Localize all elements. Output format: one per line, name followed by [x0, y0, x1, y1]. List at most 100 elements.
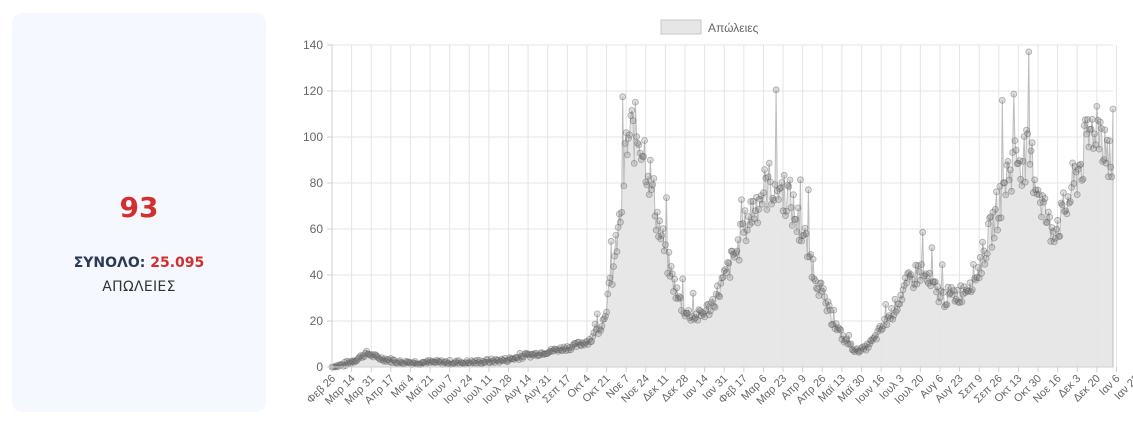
- data-point: [431, 358, 439, 366]
- data-point: [818, 287, 826, 295]
- data-point: [668, 270, 676, 278]
- data-point: [896, 300, 903, 308]
- data-point: [718, 274, 726, 282]
- data-point: [389, 356, 397, 364]
- data-point: [883, 321, 891, 329]
- data-point: [694, 316, 702, 324]
- data-point: [571, 339, 579, 347]
- data-point: [982, 254, 990, 262]
- data-point: [747, 198, 755, 206]
- data-point: [944, 283, 952, 291]
- data-point: [540, 350, 548, 358]
- data-point: [870, 334, 878, 342]
- data-point: [1075, 165, 1082, 173]
- data-point: [837, 326, 845, 334]
- data-point: [1063, 210, 1071, 218]
- data-point: [755, 205, 763, 213]
- data-point: [791, 215, 799, 223]
- data-point: [657, 235, 665, 243]
- data-point: [985, 220, 992, 228]
- data-point: [521, 350, 529, 358]
- data-point: [532, 349, 540, 357]
- data-point: [678, 307, 685, 314]
- data-point: [814, 285, 822, 293]
- data-point: [1034, 186, 1042, 194]
- data-point: [355, 354, 362, 362]
- data-point: [463, 357, 471, 365]
- data-point: [351, 357, 359, 365]
- data-point: [708, 299, 715, 306]
- data-point: [597, 326, 605, 334]
- data-point: [726, 274, 734, 281]
- data-point: [981, 260, 989, 268]
- data-point: [763, 206, 771, 213]
- data-point: [533, 352, 541, 360]
- data-point: [379, 356, 387, 364]
- data-point: [407, 359, 414, 366]
- data-point: [989, 208, 997, 216]
- data-point: [771, 181, 779, 189]
- data-point: [425, 359, 433, 367]
- data-point: [556, 344, 564, 352]
- data-point: [709, 295, 717, 303]
- chart-legend[interactable]: Απώλειες: [660, 19, 759, 35]
- data-point: [730, 250, 737, 258]
- data-point: [341, 358, 349, 366]
- data-point: [480, 359, 488, 366]
- data-point: [855, 348, 863, 356]
- data-point: [704, 300, 712, 308]
- data-point: [866, 340, 873, 348]
- data-point: [403, 358, 411, 366]
- data-point: [616, 218, 624, 226]
- data-point: [907, 271, 915, 279]
- data-point: [710, 302, 718, 310]
- data-point: [488, 358, 496, 366]
- data-point: [784, 181, 792, 189]
- data-point: [852, 345, 860, 353]
- data-point: [725, 259, 733, 267]
- data-point: [1018, 182, 1026, 189]
- data-point: [627, 112, 635, 119]
- data-point: [1062, 207, 1070, 215]
- data-point: [440, 359, 448, 367]
- data-point: [675, 293, 683, 301]
- data-point: [438, 357, 446, 365]
- data-point: [1081, 116, 1089, 124]
- data-point: [1061, 207, 1068, 215]
- data-point: [967, 288, 975, 296]
- data-point: [835, 324, 842, 332]
- data-point: [423, 358, 431, 366]
- data-point: [891, 295, 899, 303]
- data-point: [1079, 175, 1087, 183]
- data-point: [921, 271, 929, 279]
- data-point: [583, 337, 591, 345]
- data-point: [476, 356, 484, 364]
- data-point: [754, 219, 762, 227]
- data-point: [937, 287, 945, 295]
- data-point: [661, 241, 669, 249]
- data-point: [816, 279, 824, 287]
- data-point: [623, 151, 631, 159]
- data-point: [367, 352, 375, 360]
- data-point: [1064, 193, 1072, 201]
- data-point: [719, 273, 727, 281]
- data-point: [777, 184, 785, 192]
- data-point: [581, 341, 589, 349]
- data-point: [780, 171, 788, 179]
- data-point: [340, 362, 347, 370]
- data-point: [566, 344, 574, 351]
- data-point: [348, 358, 355, 366]
- data-point: [851, 348, 858, 356]
- data-point: [957, 282, 965, 290]
- y-tick-label: 0: [316, 360, 323, 374]
- data-point: [392, 359, 399, 366]
- data-point: [600, 315, 608, 323]
- data-point: [640, 153, 647, 161]
- data-point: [522, 349, 530, 357]
- data-point: [469, 358, 477, 366]
- data-point: [436, 358, 444, 366]
- data-point: [923, 277, 931, 285]
- data-point: [827, 306, 834, 314]
- data-point: [995, 214, 1003, 222]
- data-point: [615, 210, 623, 218]
